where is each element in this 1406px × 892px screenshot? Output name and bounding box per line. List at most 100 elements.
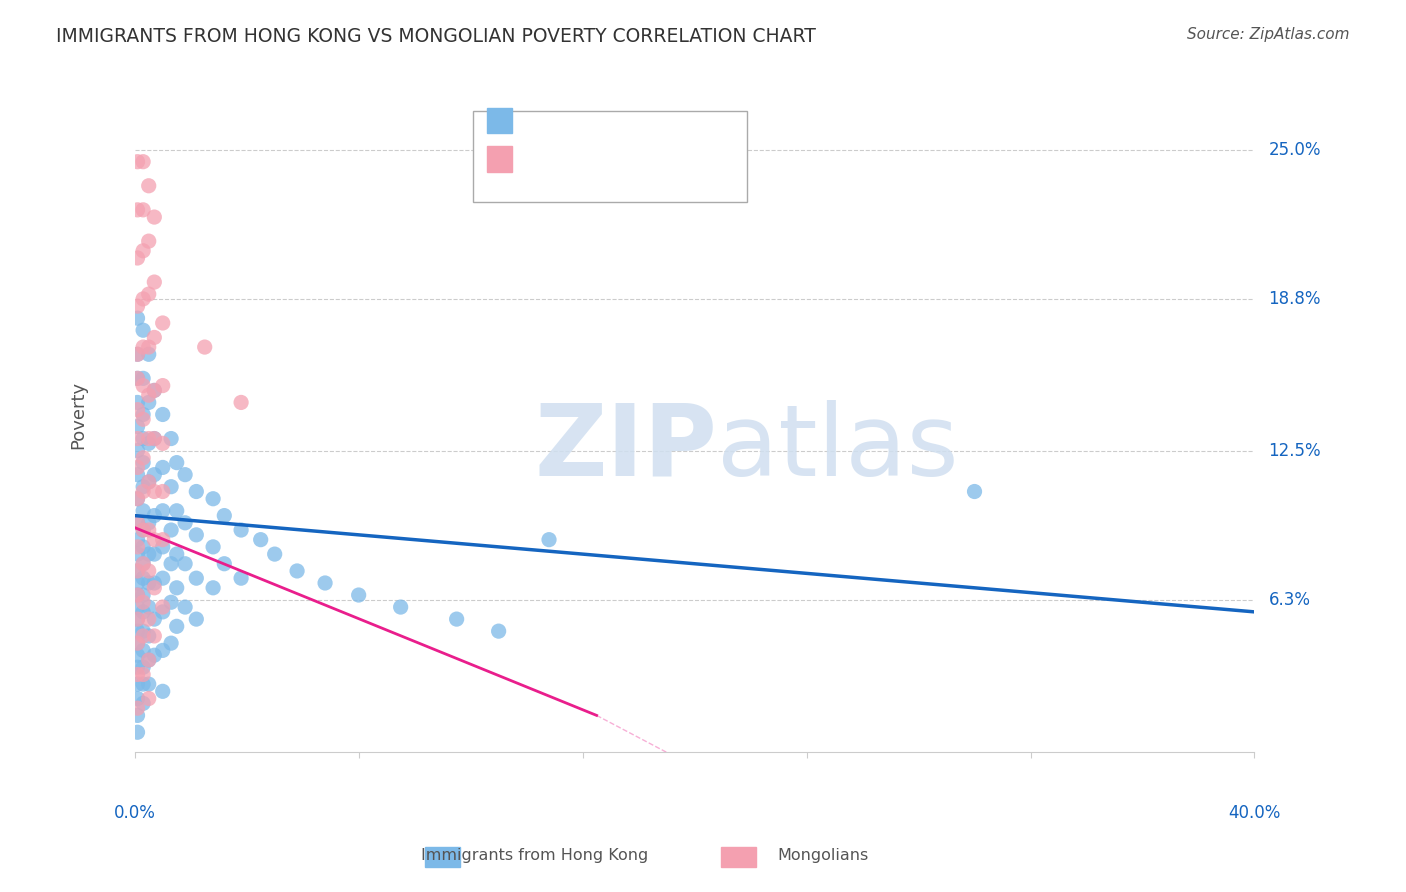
Immigrants from Hong Kong — [229, 571, 252, 585]
Immigrants from Hong Kong — [160, 523, 183, 537]
Immigrants from Hong Kong — [138, 600, 160, 615]
Immigrants from Hong Kong — [132, 697, 155, 711]
Immigrants from Hong Kong — [132, 540, 155, 554]
Immigrants from Hong Kong — [166, 504, 188, 518]
Mongolians — [152, 533, 174, 547]
Immigrants from Hong Kong — [132, 624, 155, 639]
Immigrants from Hong Kong — [166, 581, 188, 595]
Mongolians — [138, 287, 160, 301]
Immigrants from Hong Kong — [127, 691, 149, 706]
Mongolians — [143, 581, 166, 595]
Immigrants from Hong Kong — [132, 571, 155, 585]
FancyBboxPatch shape — [472, 112, 747, 202]
Mongolians — [127, 460, 149, 475]
Mongolians — [127, 612, 149, 626]
Immigrants from Hong Kong — [138, 653, 160, 667]
Immigrants from Hong Kong — [202, 491, 225, 506]
Immigrants from Hong Kong — [174, 557, 197, 571]
Mongolians — [143, 275, 166, 289]
Mongolians — [143, 210, 166, 224]
Text: 18.8%: 18.8% — [1268, 290, 1322, 308]
Immigrants from Hong Kong — [152, 460, 174, 475]
Mongolians — [132, 667, 155, 681]
Mongolians — [138, 653, 160, 667]
Mongolians — [138, 523, 160, 537]
Immigrants from Hong Kong — [174, 516, 197, 530]
Mongolians — [132, 484, 155, 499]
Mongolians — [143, 384, 166, 398]
Immigrants from Hong Kong — [152, 643, 174, 657]
Immigrants from Hong Kong — [143, 612, 166, 626]
Immigrants from Hong Kong — [152, 684, 174, 698]
Text: 0.0%: 0.0% — [114, 805, 156, 822]
Immigrants from Hong Kong — [132, 643, 155, 657]
Mongolians — [143, 629, 166, 643]
Immigrants from Hong Kong — [152, 408, 174, 422]
Immigrants from Hong Kong — [132, 456, 155, 470]
Mongolians — [138, 612, 160, 626]
Immigrants from Hong Kong — [127, 648, 149, 663]
Text: R = -0.251: R = -0.251 — [522, 161, 610, 178]
Immigrants from Hong Kong — [285, 564, 308, 578]
Mongolians — [138, 691, 160, 706]
Mongolians — [143, 432, 166, 446]
Text: N = 59: N = 59 — [616, 161, 673, 178]
Immigrants from Hong Kong — [160, 432, 183, 446]
Immigrants from Hong Kong — [229, 523, 252, 537]
Immigrants from Hong Kong — [214, 557, 236, 571]
Mongolians — [132, 378, 155, 392]
Immigrants from Hong Kong — [186, 612, 208, 626]
Mongolians — [132, 523, 155, 537]
Mongolians — [127, 154, 149, 169]
Bar — [488, 146, 512, 172]
Mongolians — [138, 340, 160, 354]
Immigrants from Hong Kong — [132, 504, 155, 518]
Immigrants from Hong Kong — [166, 547, 188, 561]
Mongolians — [127, 588, 149, 602]
Mongolians — [127, 516, 149, 530]
Mongolians — [132, 244, 155, 258]
Mongolians — [132, 154, 155, 169]
Immigrants from Hong Kong — [127, 636, 149, 650]
Mongolians — [127, 299, 149, 313]
Immigrants from Hong Kong — [127, 612, 149, 626]
Text: 12.5%: 12.5% — [1268, 442, 1322, 459]
Immigrants from Hong Kong — [127, 419, 149, 434]
Immigrants from Hong Kong — [143, 508, 166, 523]
Mongolians — [132, 629, 155, 643]
Mongolians — [194, 340, 217, 354]
Immigrants from Hong Kong — [174, 600, 197, 615]
Immigrants from Hong Kong — [127, 467, 149, 482]
Immigrants from Hong Kong — [138, 395, 160, 409]
Mongolians — [127, 540, 149, 554]
Mongolians — [127, 202, 149, 217]
Mongolians — [229, 395, 252, 409]
Immigrants from Hong Kong — [143, 576, 166, 591]
Immigrants from Hong Kong — [138, 677, 160, 691]
Immigrants from Hong Kong — [127, 547, 149, 561]
Immigrants from Hong Kong — [347, 588, 370, 602]
Immigrants from Hong Kong — [143, 432, 166, 446]
Immigrants from Hong Kong — [143, 467, 166, 482]
Text: ZIP: ZIP — [534, 400, 717, 497]
Mongolians — [132, 292, 155, 306]
Immigrants from Hong Kong — [127, 443, 149, 458]
Immigrants from Hong Kong — [138, 629, 160, 643]
Immigrants from Hong Kong — [263, 547, 285, 561]
Mongolians — [138, 475, 160, 489]
Mongolians — [138, 432, 160, 446]
Mongolians — [138, 234, 160, 248]
Immigrants from Hong Kong — [132, 371, 155, 385]
Immigrants from Hong Kong — [127, 395, 149, 409]
Mongolians — [127, 564, 149, 578]
Text: IMMIGRANTS FROM HONG KONG VS MONGOLIAN POVERTY CORRELATION CHART: IMMIGRANTS FROM HONG KONG VS MONGOLIAN P… — [56, 27, 815, 45]
Immigrants from Hong Kong — [127, 588, 149, 602]
Mongolians — [127, 432, 149, 446]
Immigrants from Hong Kong — [963, 484, 986, 499]
Text: R = -0.117: R = -0.117 — [522, 120, 610, 138]
Immigrants from Hong Kong — [132, 677, 155, 691]
Immigrants from Hong Kong — [214, 508, 236, 523]
Immigrants from Hong Kong — [314, 576, 336, 591]
Mongolians — [138, 564, 160, 578]
Immigrants from Hong Kong — [488, 624, 510, 639]
